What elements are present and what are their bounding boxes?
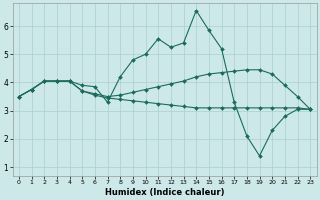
X-axis label: Humidex (Indice chaleur): Humidex (Indice chaleur) xyxy=(105,188,224,197)
